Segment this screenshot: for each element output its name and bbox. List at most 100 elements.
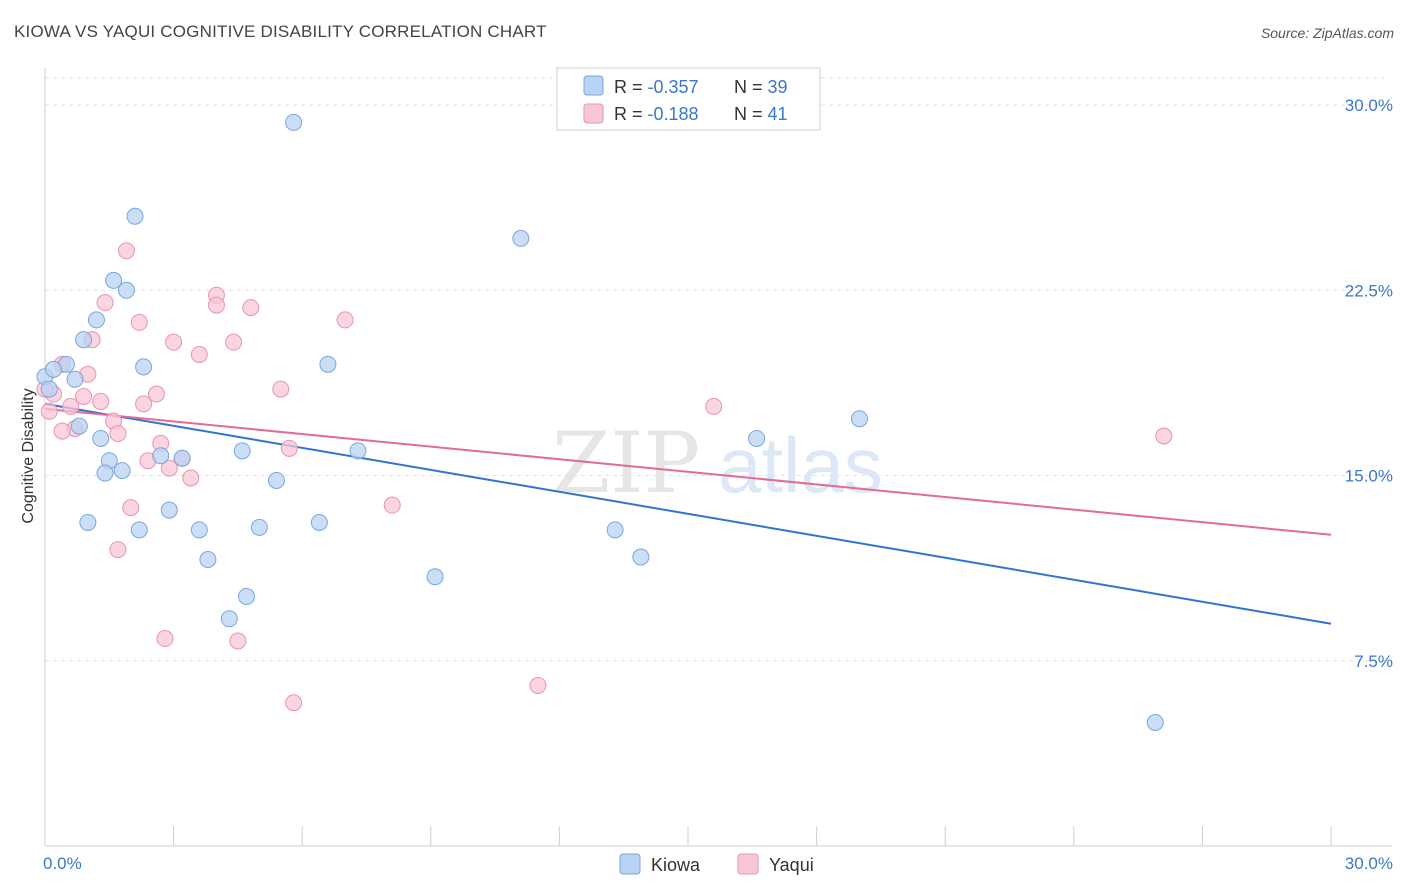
legend-swatch-kiowa <box>583 75 604 96</box>
point-kiowa <box>130 521 148 539</box>
point-yaqui <box>182 469 200 487</box>
point-yaqui <box>383 496 401 514</box>
point-kiowa <box>233 442 251 460</box>
legend-yaqui-r-value: -0.188 <box>648 104 699 124</box>
point-kiowa <box>105 271 123 289</box>
x-tick-label: 0.0% <box>43 854 82 873</box>
y-axis-label: Cognitive Disability <box>20 388 37 523</box>
point-kiowa <box>87 311 105 329</box>
point-kiowa <box>173 449 191 467</box>
axes <box>44 68 1392 847</box>
y-tick-label: 22.5% <box>1345 281 1393 300</box>
point-kiowa <box>1146 714 1164 732</box>
trend-line-yaqui <box>44 407 1332 536</box>
legend-top: R = -0.357 N = 39 R = -0.188 N = 41 <box>556 67 821 131</box>
point-kiowa <box>96 464 114 482</box>
point-yaqui <box>62 397 80 415</box>
point-yaqui <box>705 397 723 415</box>
legend-swatch-yaqui <box>583 103 604 124</box>
point-yaqui <box>242 299 260 317</box>
point-kiowa <box>349 442 367 460</box>
point-kiowa <box>92 429 110 447</box>
y-tick-label: 30.0% <box>1345 96 1393 115</box>
tick-labels: 7.5% 15.0% 22.5% 30.0% 0.0% 30.0% <box>43 96 1393 873</box>
point-kiowa <box>152 447 170 465</box>
point-yaqui <box>130 313 148 331</box>
point-yaqui <box>92 392 110 410</box>
legend-yaqui-r-label: R = <box>614 104 648 124</box>
point-kiowa <box>79 513 97 531</box>
chart-title: KIOWA VS YAQUI COGNITIVE DISABILITY CORR… <box>14 22 547 41</box>
point-kiowa <box>117 281 135 299</box>
point-kiowa <box>66 370 84 388</box>
y-tick-label: 7.5% <box>1354 652 1393 671</box>
point-yaqui <box>109 425 127 443</box>
legend-bottom-label-kiowa: Kiowa <box>651 855 701 875</box>
y-tick-label: 15.0% <box>1345 467 1393 486</box>
point-kiowa <box>606 521 624 539</box>
point-kiowa <box>310 513 328 531</box>
point-yaqui <box>285 694 303 712</box>
point-kiowa <box>160 501 178 519</box>
point-yaqui <box>207 296 225 314</box>
legend-kiowa-r-label: R = <box>614 77 648 97</box>
watermark-atlas: atlas <box>718 421 883 509</box>
point-yaqui <box>156 630 174 648</box>
point-kiowa <box>135 358 153 376</box>
source-label: Source: ZipAtlas.com <box>1260 25 1394 41</box>
svg-text:R = -0.357: R = -0.357 <box>614 77 699 97</box>
point-yaqui <box>272 380 290 398</box>
point-yaqui <box>529 676 547 694</box>
point-kiowa <box>190 521 208 539</box>
point-kiowa <box>426 568 444 586</box>
point-yaqui <box>229 632 247 650</box>
point-yaqui <box>135 395 153 413</box>
point-kiowa <box>113 462 131 480</box>
legend-yaqui-n-value: 41 <box>768 104 788 124</box>
point-yaqui <box>96 294 114 312</box>
trend-line-kiowa <box>44 402 1332 625</box>
point-kiowa <box>748 429 766 447</box>
legend-kiowa-r-value: -0.357 <box>648 77 699 97</box>
point-kiowa <box>220 610 238 628</box>
point-yaqui <box>280 439 298 457</box>
point-yaqui <box>147 385 165 403</box>
point-kiowa <box>512 229 530 247</box>
legend-bottom-label-yaqui: Yaqui <box>769 855 814 875</box>
point-yaqui <box>336 311 354 329</box>
point-kiowa <box>632 548 650 566</box>
point-kiowa <box>850 410 868 428</box>
point-yaqui <box>40 402 58 420</box>
point-yaqui <box>190 346 208 364</box>
point-kiowa <box>319 355 337 373</box>
svg-text:N = 39: N = 39 <box>734 77 788 97</box>
legend-kiowa-n-value: 39 <box>768 77 788 97</box>
x-tick-label: 30.0% <box>1345 854 1393 873</box>
point-yaqui <box>225 333 243 351</box>
point-kiowa <box>40 380 58 398</box>
legend-bottom: Kiowa Yaqui <box>619 853 814 875</box>
point-kiowa <box>267 471 285 489</box>
point-yaqui <box>75 387 93 405</box>
legend-bottom-swatch-yaqui <box>737 853 759 875</box>
point-yaqui <box>165 333 183 351</box>
point-kiowa <box>45 360 63 378</box>
grid-lines <box>45 77 1386 662</box>
watermark-zip: ZIP <box>552 414 700 512</box>
legend-bottom-swatch-kiowa <box>619 853 641 875</box>
svg-text:R = -0.188: R = -0.188 <box>614 104 699 124</box>
point-kiowa <box>250 518 268 536</box>
legend-kiowa-n-label: N = <box>734 77 768 97</box>
point-yaqui <box>122 499 140 517</box>
point-kiowa <box>285 113 303 131</box>
point-yaqui <box>160 459 178 477</box>
data-points <box>36 113 1173 732</box>
point-kiowa <box>70 417 88 435</box>
point-yaqui <box>53 422 71 440</box>
trend-lines <box>44 402 1332 625</box>
svg-text:N = 41: N = 41 <box>734 104 788 124</box>
legend-yaqui-n-label: N = <box>734 104 768 124</box>
point-kiowa <box>237 588 255 606</box>
point-yaqui <box>1155 427 1173 445</box>
